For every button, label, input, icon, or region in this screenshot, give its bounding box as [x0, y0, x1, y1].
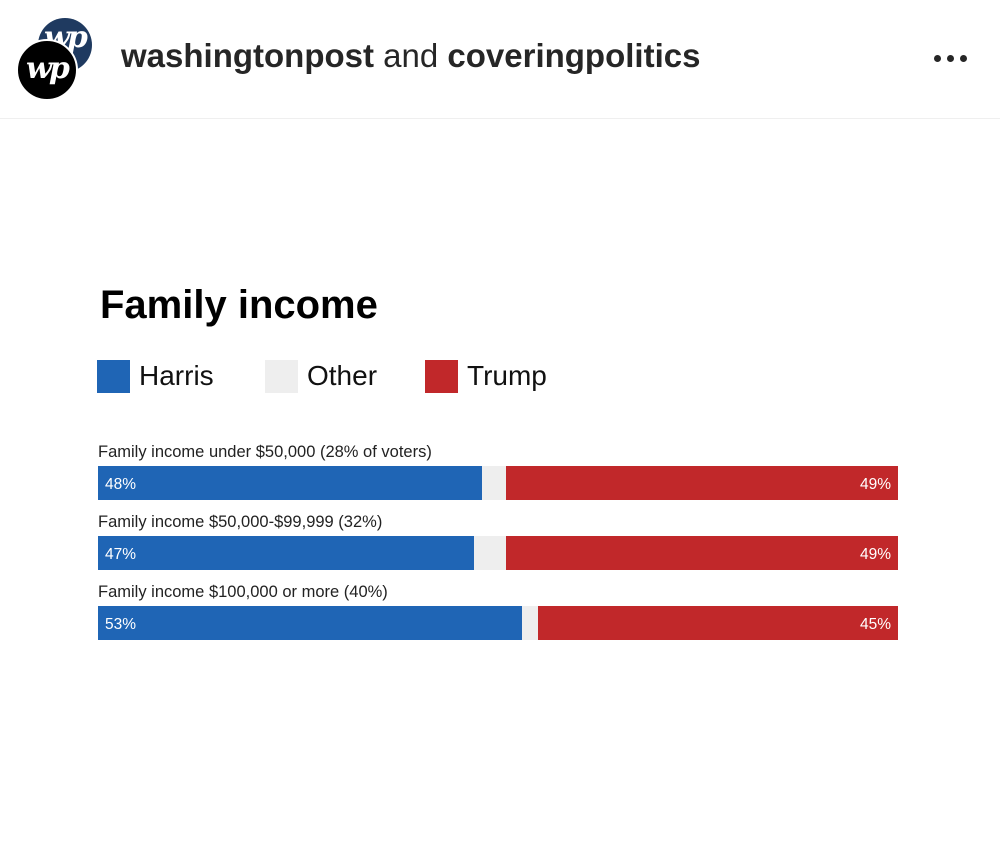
bar-segment-harris	[98, 606, 522, 640]
legend-label-trump: Trump	[467, 360, 547, 391]
account-link-washingtonpost[interactable]: washingtonpost	[121, 37, 374, 74]
bar-segment-other	[474, 536, 506, 570]
data-label-trump: 49%	[860, 546, 891, 563]
bar-segment-trump	[506, 466, 898, 500]
account-joiner: and	[373, 37, 448, 74]
bar-segment-other	[482, 466, 506, 500]
bar-segment-trump	[538, 606, 898, 640]
legend-label-harris: Harris	[139, 360, 214, 391]
more-horizontal-icon	[933, 54, 941, 62]
data-label-harris: 47%	[105, 546, 136, 563]
legend-swatch-harris	[97, 360, 130, 393]
legend-swatch-trump	[425, 360, 458, 393]
data-label-harris: 48%	[105, 476, 136, 493]
washingtonpost-avatar[interactable]: wp	[16, 39, 78, 101]
category-label: Family income $100,000 or more (40%)	[98, 583, 388, 601]
bar-segment-other	[522, 606, 538, 640]
more-horizontal-icon	[959, 54, 967, 62]
avatar-monogram-front: wp	[26, 51, 70, 86]
category-label: Family income $50,000-$99,999 (32%)	[98, 513, 382, 531]
chart-title: Family income	[100, 283, 378, 327]
more-options-button[interactable]	[928, 48, 972, 68]
legend-swatch-other	[265, 360, 298, 393]
category-label: Family income under $50,000 (28% of vote…	[98, 443, 432, 461]
legend-label-other: Other	[307, 360, 378, 391]
bar-segment-trump	[506, 536, 898, 570]
more-horizontal-icon	[946, 54, 954, 62]
account-names: washingtonpost and coveringpolitics	[121, 37, 700, 75]
post-header: wp wp washingtonpost and coveringpolitic…	[0, 0, 1000, 119]
bar-segment-harris	[98, 466, 482, 500]
account-link-coveringpolitics[interactable]: coveringpolitics	[447, 37, 701, 74]
bar-segment-harris	[98, 536, 474, 570]
data-label-trump: 45%	[860, 616, 891, 633]
data-label-harris: 53%	[105, 616, 136, 633]
data-label-trump: 49%	[860, 476, 891, 493]
